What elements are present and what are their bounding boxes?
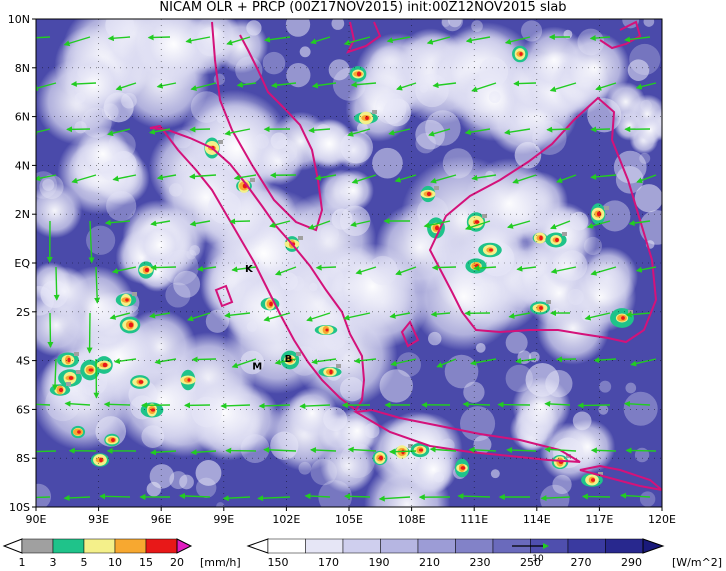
lat-tick-label: 4N <box>15 159 30 172</box>
lon-tick-label: 99E <box>213 513 234 526</box>
precip-cb-label: 20 <box>170 556 184 569</box>
precip-cb-unit: [mm/h] <box>200 556 241 569</box>
station-marker-m: M <box>252 361 262 372</box>
lon-tick-label: 117E <box>585 513 613 526</box>
olr-cb-unit: [W/m^2] <box>672 556 722 569</box>
indochina-coastline <box>346 21 382 54</box>
olr-cb-label: 270 <box>571 556 592 569</box>
precip-cb-label: 1 <box>19 556 26 569</box>
lat-tick-label: EQ <box>14 257 30 270</box>
lat-tick-label: 8N <box>15 62 30 75</box>
olr-cb-label: 230 <box>470 556 491 569</box>
lat-tick-label: 10N <box>8 13 30 26</box>
lat-tick-label: 6S <box>16 403 30 416</box>
olr-cb-label: 290 <box>621 556 642 569</box>
lon-tick-label: 114E <box>523 513 551 526</box>
precip-cb-label: 3 <box>50 556 57 569</box>
longitude-axis: 90E 93E 96E 99E 102E 105E 108E 111E 114E 117E 120E <box>26 507 676 526</box>
station-marker-k: K <box>245 264 254 275</box>
borneo-coastline <box>428 96 658 344</box>
precip-cb-label: 5 <box>81 556 88 569</box>
olr-cb-label: 190 <box>369 556 390 569</box>
lon-tick-label: 108E <box>398 513 426 526</box>
precip-colorbar: 1 3 5 10 15 20 [mm/h] <box>2 538 241 569</box>
latitude-axis: 10N 8N 6N 4N 2N EQ 2S 4S 6S 8S 10S <box>8 13 36 514</box>
lon-tick-label: 120E <box>648 513 676 526</box>
lon-tick-label: 102E <box>272 513 300 526</box>
lat-tick-label: 4S <box>16 355 30 368</box>
island-small-2 <box>214 284 234 308</box>
olr-cb-label: 250 <box>520 556 541 569</box>
lat-tick-label: 10S <box>9 501 30 514</box>
island-east <box>599 20 642 50</box>
station-marker-b: B <box>285 354 293 365</box>
lon-tick-label: 105E <box>335 513 363 526</box>
malay-peninsula-coastline <box>211 21 324 232</box>
olr-field: K M B <box>36 19 662 507</box>
olr-cb-label: 210 <box>419 556 440 569</box>
lon-tick-label: 90E <box>26 513 47 526</box>
lesser-sunda <box>579 464 662 492</box>
lon-tick-label: 96E <box>151 513 172 526</box>
gridlines <box>36 19 662 507</box>
lon-tick-label: 93E <box>88 513 109 526</box>
olr-cb-label: 150 <box>268 556 289 569</box>
island-small <box>400 320 420 348</box>
olr-colorbar: 150 170 190 210 230 250 270 290 [W/m^2] 10 <box>246 538 722 569</box>
lat-tick-label: 6N <box>15 111 30 124</box>
lon-tick-label: 111E <box>460 513 488 526</box>
coastlines <box>149 20 662 492</box>
precip-cb-label: 10 <box>108 556 122 569</box>
sumatra-coastline <box>149 124 366 412</box>
java-coastline <box>352 408 581 463</box>
lat-tick-label: 2S <box>16 306 30 319</box>
precip-cb-label: 15 <box>139 556 153 569</box>
reference-vector-label: 10 <box>532 554 544 564</box>
chart-title: NICAM OLR + PRCP (00Z17NOV2015) init:00Z… <box>159 0 567 15</box>
lat-tick-label: 8S <box>16 452 30 465</box>
lat-tick-label: 2N <box>15 208 30 221</box>
olr-cb-label: 170 <box>318 556 339 569</box>
